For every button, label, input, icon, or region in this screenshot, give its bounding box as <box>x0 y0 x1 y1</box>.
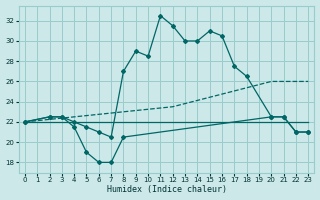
X-axis label: Humidex (Indice chaleur): Humidex (Indice chaleur) <box>107 185 227 194</box>
